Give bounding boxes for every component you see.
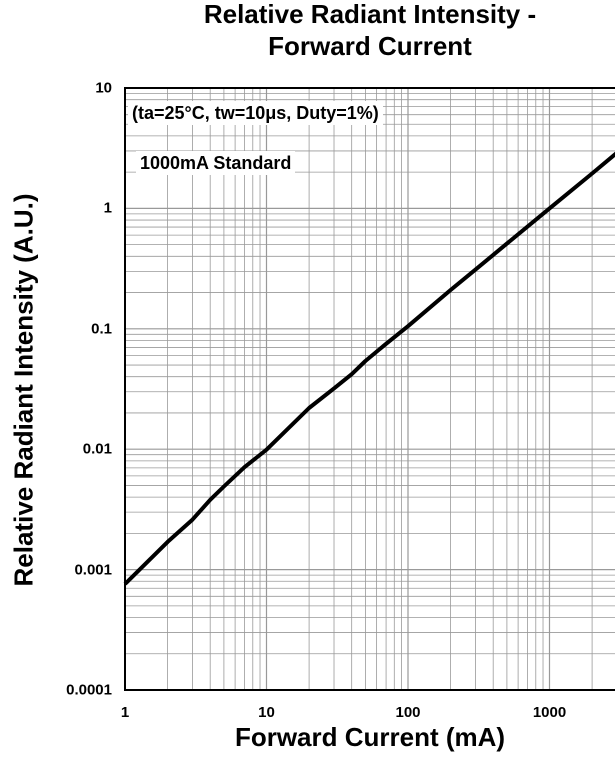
y-tick-label: 0.01 [82, 440, 112, 458]
series-line-0 [123, 151, 615, 586]
x-tick-label: 100 [395, 704, 421, 721]
x-tick-label: 1 [120, 704, 130, 721]
y-tick-label: 0.0001 [66, 681, 112, 699]
chart-title: Relative Radiant Intensity - [203, 0, 537, 29]
y-tick-label: 10 [95, 79, 112, 97]
y-tick-label: 0.001 [74, 561, 112, 579]
chart-subtitle: Forward Current [268, 31, 472, 61]
standard-note: 1000mA Standard [136, 151, 296, 175]
x-tick-label: 1000 [532, 704, 567, 721]
x-tick-label: 10 [258, 704, 275, 721]
y-tick-label: 0.1 [91, 320, 112, 338]
plot-frame [124, 87, 615, 691]
y-tick-label: 1 [103, 199, 112, 217]
x-axis-label: Forward Current (mA) [234, 722, 506, 752]
conditions-note: (ta=25°C, tw=10μs, Duty=1%) [128, 101, 383, 125]
